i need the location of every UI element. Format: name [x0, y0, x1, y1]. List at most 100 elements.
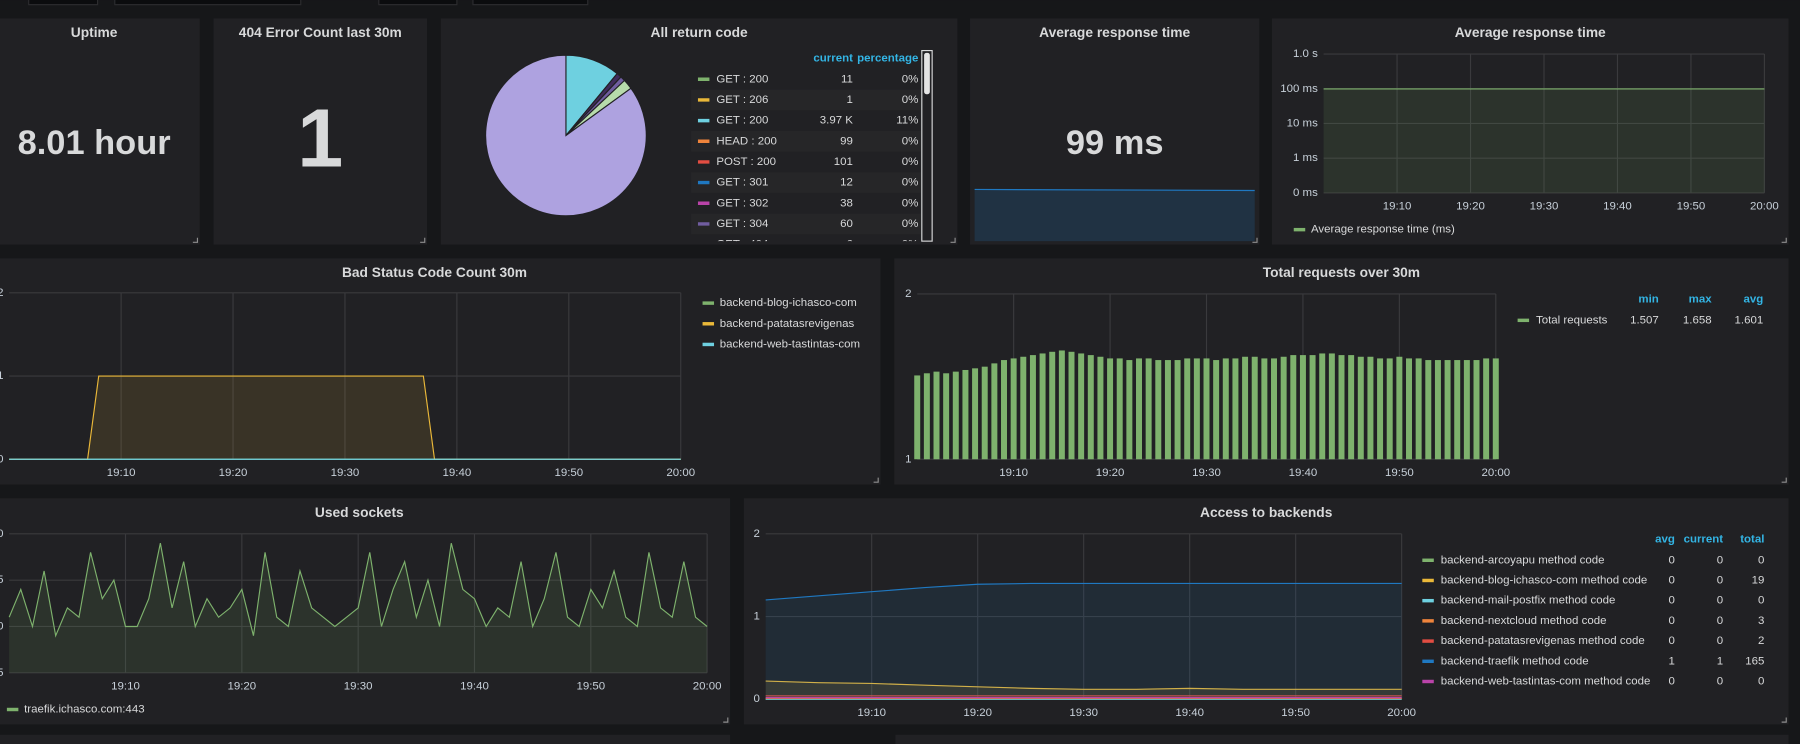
resize-handle [1252, 237, 1258, 243]
x-tick-label: 20:00 [1387, 707, 1416, 719]
toolbar-box[interactable] [378, 0, 458, 6]
series-line [765, 582, 1402, 601]
series-area [1323, 88, 1765, 193]
x-tick-label: 20:00 [666, 467, 695, 479]
series-line [8, 543, 708, 638]
bar [1328, 353, 1335, 460]
legend-label: backend-mail-postfix method code [1441, 595, 1616, 607]
bar [1155, 360, 1162, 460]
row-name: GET : 200 [716, 115, 768, 127]
legend-value: 0 [1717, 635, 1723, 647]
panel [970, 18, 1260, 245]
row-bg [691, 130, 921, 152]
legend-value: 0 [1717, 595, 1723, 607]
toolbar-box[interactable] [114, 0, 302, 6]
x-tick-label: 19:10 [1383, 201, 1412, 213]
bar [1396, 356, 1403, 460]
y-tick-label: 2 [905, 288, 911, 300]
row-percentage: 11% [896, 115, 918, 127]
bar [1049, 351, 1056, 460]
x-tick-label: 19:50 [1385, 467, 1414, 479]
bar [1280, 356, 1287, 460]
panel-title: Used sockets [315, 505, 404, 520]
legend-value: 1.601 [1735, 314, 1764, 326]
y-tick-label: 10 ms [1287, 117, 1318, 129]
legend-value: 0 [1758, 595, 1764, 607]
sparkline-line [974, 188, 1255, 192]
bar [1463, 360, 1470, 460]
row-name: HEAD : 200 [716, 135, 777, 147]
x-tick-label: 19:10 [111, 681, 140, 693]
row-percentage: 0% [902, 218, 919, 230]
bar [1415, 358, 1422, 460]
legend-value: 3 [1758, 615, 1764, 627]
bar [962, 369, 969, 460]
bar [1107, 358, 1114, 460]
legend-value: 0 [1668, 595, 1674, 607]
x-tick-label: 19:40 [1603, 201, 1632, 213]
bar [1145, 358, 1152, 460]
bar [1087, 355, 1094, 460]
stat-value: 1 [297, 92, 343, 185]
panel [213, 18, 428, 245]
x-tick-label: 20:00 [1481, 467, 1510, 479]
bar [1222, 358, 1229, 460]
panel-title: Access to backends [1200, 505, 1333, 520]
sparkline-area [974, 189, 1255, 242]
scrollbar-thumb[interactable] [924, 52, 930, 95]
row-name: GET : 206 [716, 94, 768, 106]
series-area [765, 583, 1402, 700]
bar [1164, 360, 1171, 460]
table-header: current [813, 53, 853, 65]
resize-handle [1781, 237, 1787, 243]
legend-value: 1 [1717, 655, 1723, 667]
panel [743, 498, 1789, 725]
bar [1136, 358, 1142, 460]
bar [1184, 358, 1191, 460]
x-tick-label: 19:20 [219, 467, 248, 479]
legend-header: total [1740, 534, 1764, 546]
legend-label: traefik.ichasco.com:443 [24, 704, 144, 716]
row-current: 60 [840, 218, 853, 230]
legend-label: backend-patatasrevigenas [720, 318, 855, 330]
bar [1483, 358, 1490, 460]
bar [1029, 355, 1036, 460]
x-tick-label: 19:40 [1289, 467, 1318, 479]
x-tick-label: 19:50 [554, 467, 583, 479]
legend-label: Total requests [1536, 314, 1608, 326]
table-header: percentage [857, 53, 918, 65]
legend-header: max [1689, 294, 1713, 306]
legend-value: 0 [1717, 575, 1723, 587]
bar [1425, 360, 1432, 460]
toolbar-box[interactable] [472, 0, 589, 6]
row-name: GET : 404 [716, 239, 769, 251]
bar [1377, 358, 1384, 460]
row-current: 101 [834, 156, 853, 168]
bar [1290, 355, 1297, 460]
resize-handle [873, 477, 879, 483]
row-bg [691, 172, 921, 193]
legend-value: 1.658 [1683, 314, 1712, 326]
x-tick-label: 19:40 [460, 681, 489, 693]
bar [1299, 355, 1306, 460]
resize-handle [420, 237, 426, 243]
x-tick-label: 19:10 [107, 467, 136, 479]
y-tick-label: 1.0 s [1293, 48, 1318, 60]
panel [1271, 18, 1789, 245]
legend-value: 165 [1745, 655, 1764, 667]
legend-value: 0 [1668, 575, 1674, 587]
y-tick-label: 25 [0, 574, 3, 586]
x-tick-label: 19:40 [443, 467, 472, 479]
x-tick-label: 19:50 [1677, 201, 1706, 213]
toolbar-box[interactable] [28, 0, 99, 6]
x-tick-label: 19:50 [1281, 707, 1310, 719]
bar [1319, 353, 1326, 460]
x-tick-label: 20:00 [1750, 201, 1779, 213]
y-tick-label: 20 [0, 620, 3, 632]
bar [1348, 355, 1355, 460]
panel [0, 18, 200, 245]
x-tick-label: 19:20 [963, 707, 992, 719]
bar [1251, 356, 1258, 460]
resize-handle [950, 237, 956, 243]
